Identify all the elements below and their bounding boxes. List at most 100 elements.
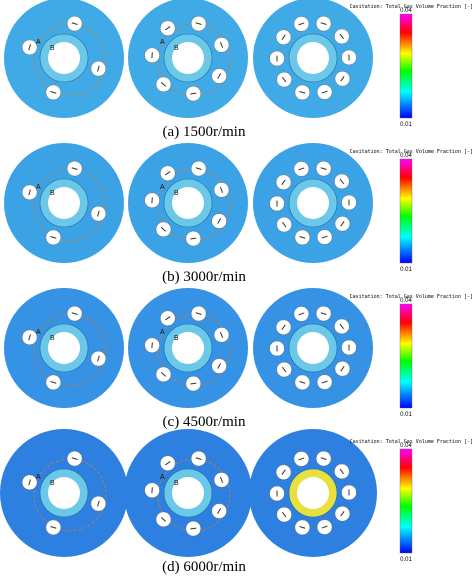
trajectory [33, 23, 107, 97]
rotor-blade [50, 91, 57, 94]
rotor-blade [340, 221, 345, 227]
colorbar [399, 158, 413, 264]
colorbar-max: 0.04 [400, 298, 412, 304]
rotor-blade [50, 526, 57, 529]
point-label: B [50, 480, 55, 487]
point-label: A [160, 474, 165, 481]
rotor-blade [298, 167, 305, 171]
hub [48, 42, 80, 74]
rotor-blade [321, 380, 328, 384]
colorbar-min: 0.01 [400, 557, 412, 563]
rotor-blade [97, 210, 100, 217]
contour-plot [253, 143, 373, 263]
trajectory [33, 313, 107, 387]
rotor-blade [339, 178, 345, 185]
hub [48, 187, 80, 219]
contour-plot [253, 0, 373, 118]
colorbar [399, 303, 413, 409]
contour-plot: AB [128, 0, 248, 118]
rotor-blade [217, 508, 222, 514]
rotor-blade [281, 221, 287, 228]
contour-plot: AB [128, 143, 248, 263]
rotor-blade [281, 366, 287, 373]
rotor-blade [160, 516, 167, 522]
rotor-blade [321, 235, 328, 239]
contour-plot: AB [4, 143, 124, 263]
rotor-blade [28, 479, 31, 486]
colorbar [399, 13, 413, 119]
contour-plot: AB [124, 429, 252, 557]
rotor-blade [298, 312, 305, 316]
colorbar-title: Cavitation: Total Gas Volume Fraction [-… [350, 294, 473, 300]
colorbar-min: 0.01 [400, 122, 412, 128]
rotor-blade [281, 511, 287, 518]
rotor-blade [217, 218, 222, 224]
colorbar-max: 0.04 [400, 8, 412, 14]
rotor-blade [320, 312, 327, 315]
rotor-blade [71, 167, 78, 170]
rotor-blade [281, 324, 286, 330]
rotor-blade [339, 323, 345, 330]
hub [297, 187, 329, 219]
colorbar-max: 0.04 [400, 443, 412, 449]
rotor-blade [28, 189, 31, 196]
point-label: A [160, 184, 165, 191]
contour-plot: AB [4, 0, 124, 118]
contour-plot: AB [4, 288, 124, 408]
hub [172, 187, 204, 219]
hub [297, 42, 329, 74]
rotor-blade [298, 22, 305, 26]
point-label: A [36, 184, 41, 191]
colorbar-min: 0.01 [400, 412, 412, 418]
colorbar [399, 448, 413, 554]
rotor-blade [160, 226, 167, 232]
rotor-blade [219, 331, 224, 338]
rotor-blade [164, 461, 171, 466]
rotor-blade [219, 476, 224, 483]
rotor-blade [195, 312, 202, 315]
point-label: B [174, 335, 179, 342]
rotor-blade [97, 65, 100, 72]
point-label: A [36, 474, 41, 481]
colorbar-title: Cavitation: Total Gas Volume Fraction [-… [350, 149, 473, 155]
hub [172, 332, 204, 364]
rotor-blade [71, 457, 78, 460]
hub [297, 477, 329, 509]
contour-plot [253, 288, 373, 408]
colorbar-title: Cavitation: Total Gas Volume Fraction [-… [350, 439, 473, 445]
rotor-blade [195, 457, 202, 460]
rotor-blade [339, 468, 345, 475]
contour-plot [249, 429, 377, 557]
contour-plot: AB [128, 288, 248, 408]
rotor-blade [281, 179, 286, 185]
rotor-blade [50, 381, 57, 384]
hub [172, 477, 204, 509]
rotor-blade [164, 316, 171, 321]
rotor-blade [71, 312, 78, 315]
caption: (b) 3000r/min [162, 269, 246, 285]
rotor-blade [321, 525, 328, 529]
rotor-blade [28, 334, 31, 341]
rotor-blade [320, 167, 327, 170]
rotor-blade [71, 22, 78, 25]
rotor-blade [299, 381, 306, 384]
rotor-blade [339, 33, 345, 40]
rotor-blade [217, 73, 222, 79]
point-label: B [50, 190, 55, 197]
rotor-blade [298, 457, 305, 461]
caption: (a) 1500r/min [163, 124, 246, 140]
rotor-blade [340, 76, 345, 82]
rotor-blade [340, 366, 345, 372]
rotor-blade [195, 167, 202, 170]
rotor-blade [164, 171, 171, 176]
rotor-blade [97, 355, 100, 362]
rotor-blade [219, 41, 224, 48]
rotor-blade [321, 90, 328, 94]
colorbar-min: 0.01 [400, 267, 412, 273]
hub [48, 477, 80, 509]
rotor-blade [219, 186, 224, 193]
rotor-blade [281, 34, 286, 40]
point-label: B [50, 45, 55, 52]
point-label: A [36, 39, 41, 46]
